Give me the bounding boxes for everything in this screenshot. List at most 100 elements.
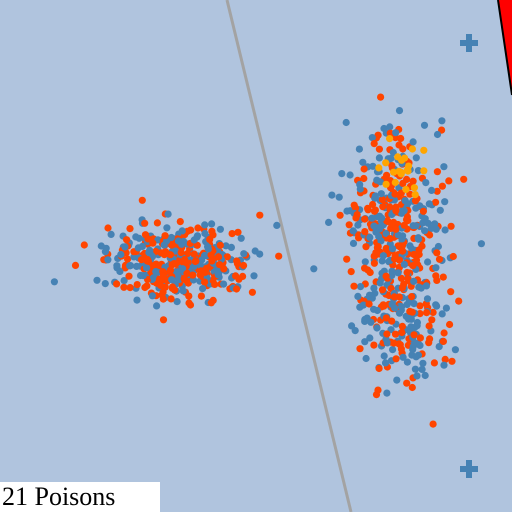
data-point-class-b	[369, 200, 377, 209]
data-point-class-a	[417, 284, 425, 292]
data-point-class-a	[171, 247, 179, 255]
data-point-class-b	[438, 182, 446, 190]
data-point-class-b	[167, 295, 175, 303]
data-point-class-b	[441, 355, 449, 363]
data-point-class-a	[392, 129, 400, 137]
data-point-class-a	[351, 327, 359, 335]
data-point-class-a	[146, 246, 154, 255]
data-point-class-b	[423, 309, 431, 317]
data-point-class-a	[222, 242, 230, 250]
data-point-class-b	[157, 281, 165, 289]
data-point-class-a	[250, 272, 258, 280]
data-point-class-a	[376, 279, 384, 287]
data-point-class-b	[432, 272, 440, 280]
data-point-class-a	[435, 343, 443, 351]
data-point-class-b	[408, 308, 416, 316]
data-point-class-a	[369, 162, 377, 170]
data-point-class-b	[207, 299, 215, 307]
data-point-class-b	[80, 241, 88, 249]
data-point-class-b	[125, 272, 133, 280]
data-point-class-b	[433, 249, 441, 257]
poison-point	[382, 180, 390, 188]
data-point-class-a	[356, 180, 364, 189]
data-point-class-a	[356, 283, 365, 291]
data-point-class-b	[160, 251, 168, 259]
data-point-class-b	[388, 220, 396, 228]
data-point-class-b	[185, 299, 193, 307]
data-point-class-b	[398, 322, 406, 330]
data-point-class-b	[433, 187, 441, 195]
plus-marker-top-right[interactable]	[460, 34, 478, 52]
data-point-class-b	[126, 284, 134, 292]
data-point-class-a	[93, 276, 101, 284]
data-point-class-a	[338, 170, 346, 178]
data-point-class-b	[159, 272, 167, 280]
data-point-class-a	[407, 323, 415, 331]
points-layer	[50, 93, 485, 428]
data-point-class-b	[176, 218, 184, 226]
plus-marker-bottom-right[interactable]	[460, 460, 478, 478]
data-point-class-a	[413, 322, 421, 330]
data-point-class-b	[383, 330, 391, 338]
data-point-class-a	[325, 218, 333, 226]
data-point-class-b	[391, 330, 400, 338]
data-point-class-b	[426, 231, 434, 239]
data-point-class-a	[438, 117, 446, 125]
data-point-class-b	[211, 280, 219, 288]
data-point-class-b	[223, 253, 231, 261]
data-point-class-b	[403, 268, 411, 277]
data-point-class-a	[398, 235, 406, 243]
data-point-class-a	[178, 227, 186, 235]
data-point-class-a	[428, 186, 436, 194]
data-point-class-b	[429, 308, 437, 316]
data-point-class-a	[355, 145, 363, 153]
data-point-class-a	[409, 222, 417, 230]
data-point-class-a	[220, 280, 228, 288]
data-point-class-b	[352, 214, 360, 222]
data-point-class-b	[347, 268, 355, 276]
data-point-class-a	[373, 324, 381, 332]
data-point-class-b	[350, 282, 358, 290]
data-point-class-a	[372, 228, 380, 236]
data-point-class-b	[399, 179, 407, 187]
data-point-class-a	[343, 207, 351, 215]
data-point-class-b	[189, 271, 197, 279]
data-point-class-a	[179, 265, 187, 273]
data-point-class-a	[413, 372, 421, 380]
data-point-class-b	[377, 93, 385, 101]
data-point-class-b	[194, 224, 202, 232]
data-point-class-b	[397, 345, 405, 353]
data-point-class-b	[416, 302, 424, 310]
data-point-class-a	[414, 351, 422, 359]
data-point-class-b	[166, 251, 174, 259]
poison-point	[375, 164, 383, 172]
data-point-class-a	[383, 389, 391, 397]
data-point-class-a	[167, 233, 175, 242]
poison-count-label: 21 Poisons	[0, 482, 160, 512]
data-point-class-a	[377, 190, 385, 198]
data-point-class-b	[400, 221, 408, 229]
data-point-class-b	[415, 250, 423, 259]
data-point-class-b	[386, 203, 394, 211]
poison-points-layer	[375, 135, 428, 199]
data-point-class-a	[438, 310, 446, 318]
data-point-class-a	[227, 243, 235, 251]
data-point-class-a	[120, 277, 128, 285]
data-point-class-a	[152, 268, 160, 276]
data-point-class-a	[101, 280, 109, 288]
poison-point	[386, 135, 394, 143]
data-point-class-b	[382, 244, 390, 252]
poison-point	[397, 168, 406, 177]
data-point-class-a	[173, 298, 181, 306]
data-point-class-b	[123, 236, 131, 244]
data-point-class-a	[135, 234, 143, 242]
data-point-class-b	[141, 219, 149, 227]
data-point-class-a	[412, 154, 420, 162]
data-point-class-b	[418, 242, 426, 250]
data-point-class-b	[445, 177, 453, 185]
data-point-class-b	[439, 337, 447, 345]
data-point-class-a	[216, 225, 224, 233]
data-point-class-b	[185, 292, 193, 300]
